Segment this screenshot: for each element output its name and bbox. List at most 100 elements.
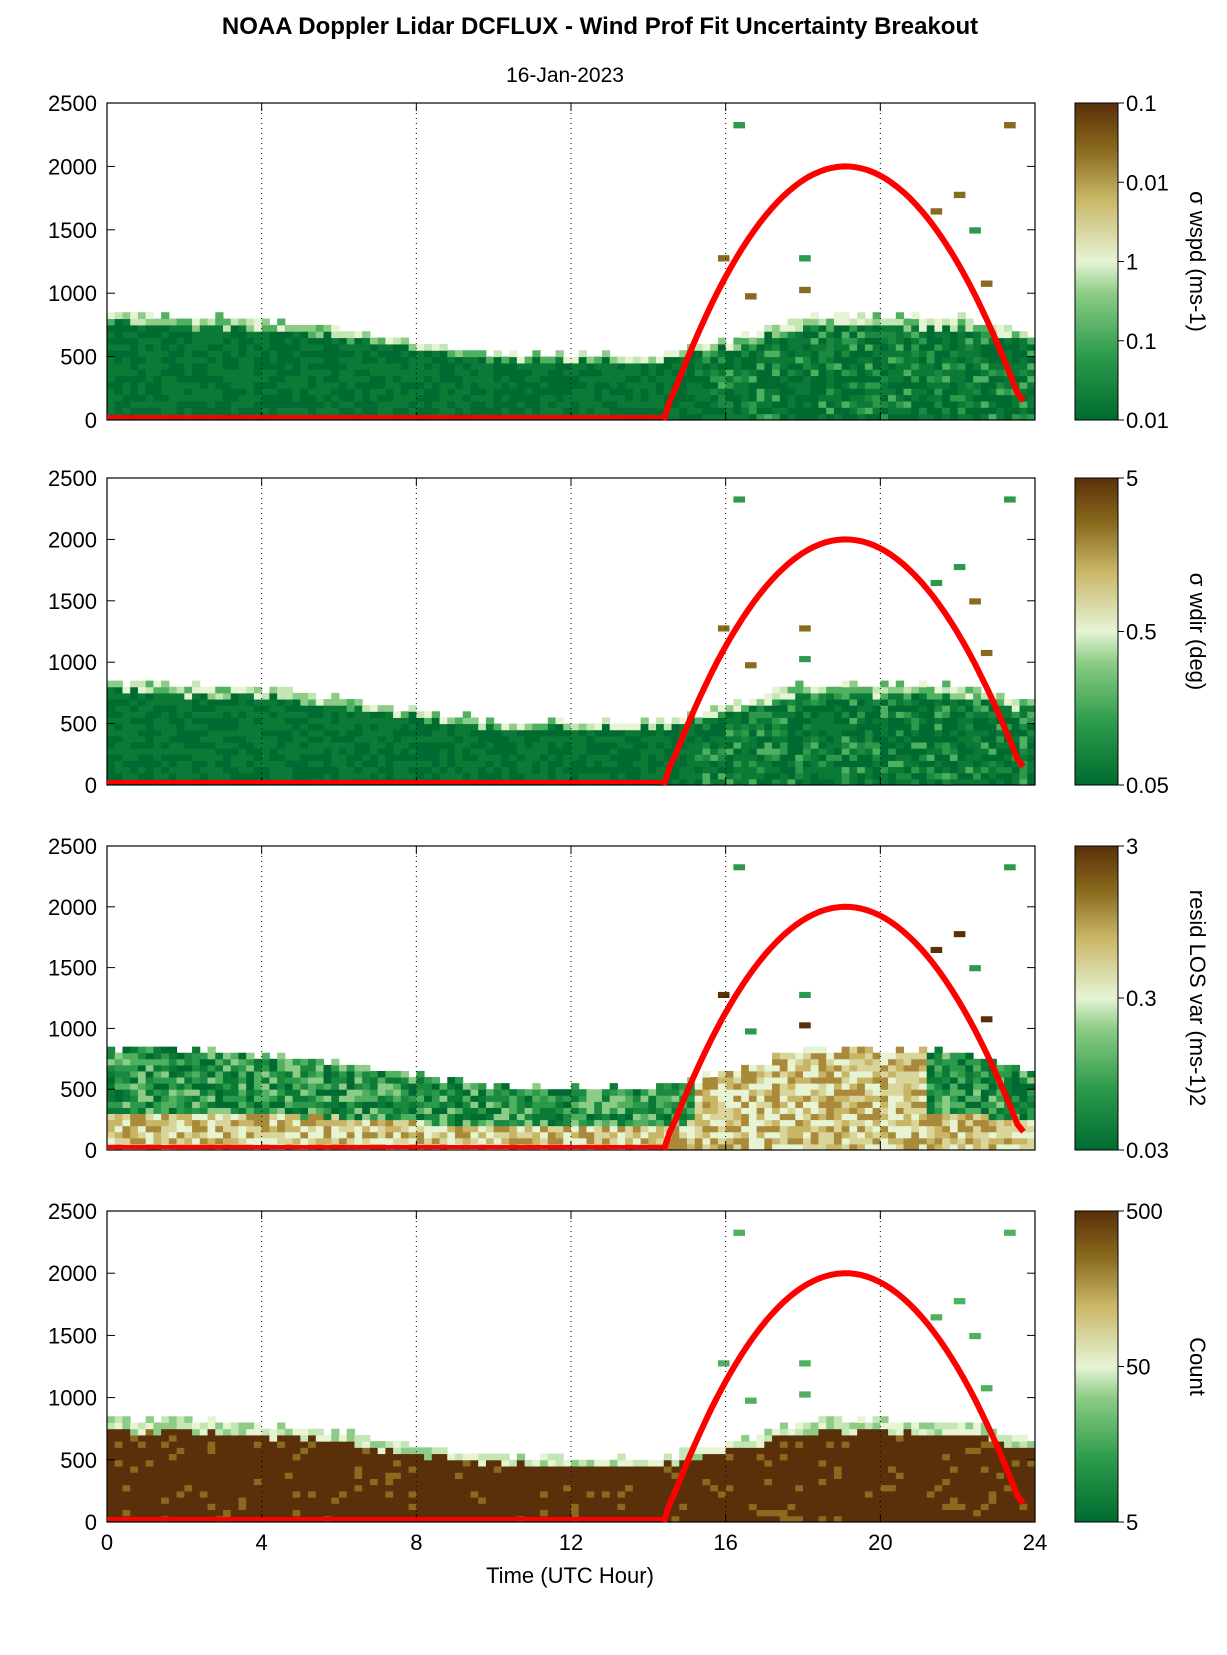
heatmap-cell xyxy=(663,729,673,737)
heatmap-cell xyxy=(230,362,239,370)
heatmap-cell xyxy=(911,1101,920,1108)
heatmap-cell xyxy=(230,400,239,408)
heatmap-cell xyxy=(725,1113,734,1121)
heatmap-cell xyxy=(563,729,572,737)
heatmap-cell xyxy=(215,369,224,377)
heatmap-cell xyxy=(957,1064,966,1072)
heatmap-cell xyxy=(764,1143,773,1151)
heatmap-cell xyxy=(277,350,286,358)
heatmap-cell xyxy=(609,1119,618,1127)
heatmap-cell xyxy=(663,1113,673,1121)
heatmap-cell xyxy=(315,324,325,332)
heatmap-cell xyxy=(973,369,982,377)
heatmap-cell xyxy=(354,729,363,737)
heatmap-cell xyxy=(246,324,255,332)
heatmap-cell xyxy=(377,1137,386,1145)
heatmap-cell xyxy=(107,680,116,688)
heatmap-cell xyxy=(903,1070,912,1078)
heatmap-cell xyxy=(648,1089,657,1096)
heatmap-cell xyxy=(516,1101,526,1108)
heatmap-cell xyxy=(717,1125,727,1133)
heatmap-cell xyxy=(130,1131,139,1139)
heatmap-cell xyxy=(192,1125,201,1133)
heatmap-cell xyxy=(741,748,750,755)
heatmap-cell xyxy=(563,400,572,408)
heatmap-cell xyxy=(880,331,889,339)
heatmap-cell xyxy=(145,324,154,332)
heatmap-cell xyxy=(795,413,804,421)
heatmap-cell xyxy=(601,1101,611,1108)
heatmap-cell xyxy=(369,407,379,415)
heatmap-cell xyxy=(864,1119,874,1127)
heatmap-cell xyxy=(261,318,270,326)
heatmap-cell xyxy=(980,343,990,351)
heatmap-cell xyxy=(447,1125,456,1133)
heatmap-cell xyxy=(965,778,974,786)
heatmap-cell xyxy=(779,699,789,706)
heatmap-cell xyxy=(694,723,703,731)
heatmap-cell xyxy=(710,356,719,364)
heatmap-cell xyxy=(292,1131,301,1139)
heatmap-cell xyxy=(949,1089,959,1096)
heatmap-cell xyxy=(509,1113,518,1121)
heatmap-cell xyxy=(841,1070,850,1078)
heatmap-cell xyxy=(509,1131,518,1139)
heatmap-cell xyxy=(192,1095,201,1102)
heatmap-cell xyxy=(253,1101,263,1108)
heatmap-cell xyxy=(145,1119,154,1127)
heatmap-cell xyxy=(632,729,642,737)
heatmap-cell xyxy=(803,324,812,332)
heatmap-cell xyxy=(1004,381,1013,389)
heatmap-cell xyxy=(578,772,587,780)
heatmap-cell xyxy=(339,331,348,339)
heatmap-cell xyxy=(184,1077,193,1084)
heatmap-cell xyxy=(161,686,170,694)
heatmap-cell xyxy=(346,748,355,755)
heatmap-cell xyxy=(416,388,425,396)
heatmap-cell xyxy=(741,369,750,377)
heatmap-cell xyxy=(949,369,959,377)
heatmap-cell xyxy=(926,1064,935,1072)
heatmap-cell xyxy=(810,1131,819,1139)
heatmap-cell xyxy=(308,381,317,389)
heatmap-cell xyxy=(717,255,730,262)
heatmap-cell xyxy=(246,343,255,351)
heatmap-cell xyxy=(756,754,765,761)
heatmap-cell xyxy=(609,760,618,768)
heatmap-cell xyxy=(795,717,804,725)
heatmap-cell xyxy=(965,407,974,415)
heatmap-cell xyxy=(810,748,819,755)
heatmap-cell xyxy=(926,735,935,743)
heatmap-cell xyxy=(215,1064,224,1072)
heatmap-cell xyxy=(238,754,247,761)
heatmap-cell xyxy=(532,1101,541,1108)
heatmap-cell xyxy=(632,772,642,780)
heatmap-cell xyxy=(161,400,170,408)
heatmap-cell xyxy=(826,1064,835,1072)
heatmap-cell xyxy=(911,760,920,768)
heatmap-cell xyxy=(756,375,765,383)
heatmap-cell xyxy=(114,742,123,749)
heatmap-cell xyxy=(656,394,665,402)
heatmap-cell xyxy=(640,1119,649,1127)
heatmap-cell xyxy=(895,407,905,415)
heatmap-cell xyxy=(230,1077,239,1084)
heatmap-cell xyxy=(857,369,866,377)
heatmap-cell xyxy=(911,742,920,749)
heatmap-cell xyxy=(447,1107,456,1115)
heatmap-cell xyxy=(277,1107,286,1115)
heatmap-cell xyxy=(354,356,363,364)
heatmap-cell xyxy=(980,699,990,706)
heatmap-cell xyxy=(269,717,278,725)
heatmap-cell xyxy=(184,318,193,326)
heatmap-cell xyxy=(122,1119,131,1127)
heatmap-cell xyxy=(284,1077,294,1084)
heatmap-cell xyxy=(130,1064,139,1072)
heatmap-cell xyxy=(679,1089,688,1096)
heatmap-cell xyxy=(810,1070,819,1078)
heatmap-cell xyxy=(246,381,255,389)
heatmap-cell xyxy=(168,711,178,718)
heatmap-cell xyxy=(741,381,750,389)
heatmap-cell xyxy=(594,729,603,737)
heatmap-cell xyxy=(934,343,943,351)
